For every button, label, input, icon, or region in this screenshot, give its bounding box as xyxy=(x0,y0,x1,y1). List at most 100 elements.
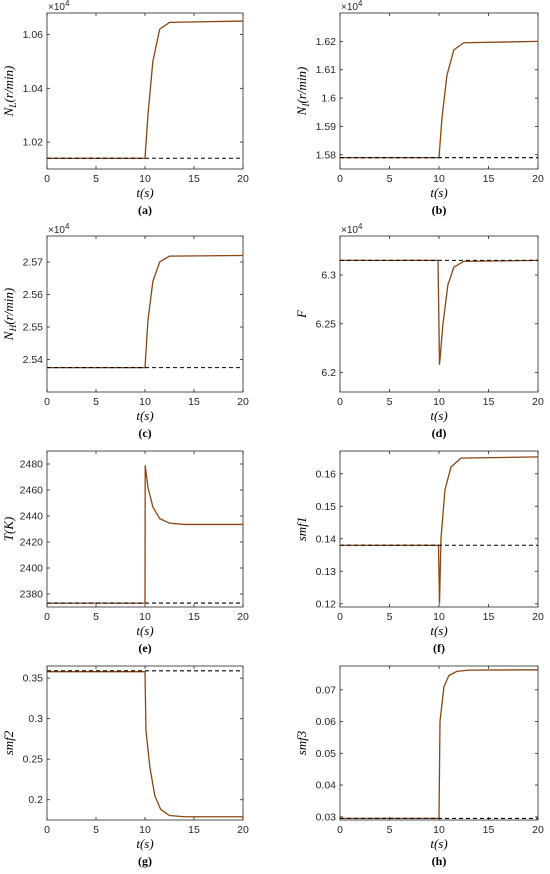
y-tick-label: 0.05 xyxy=(316,748,337,760)
x-tick-label: 10 xyxy=(139,824,151,836)
axes-box xyxy=(46,235,244,393)
response-line xyxy=(340,456,539,604)
subplot-d: 0 5 10 15 20 6.2 6.25 6.3 ×104 t(s) F (d) xyxy=(294,222,544,440)
y-axis-label: NL(r/min) xyxy=(1,66,19,118)
x-tick-label: 5 xyxy=(387,611,393,623)
x-tick-label: 10 xyxy=(433,173,445,185)
x-tick-label: 20 xyxy=(532,173,544,185)
y-tick-label: 1.58 xyxy=(316,149,337,161)
x-tick-label: 15 xyxy=(483,173,495,185)
y-tick-label: 2.57 xyxy=(23,257,44,269)
subplot-caption: (h) xyxy=(432,854,447,868)
y-tick-label: 2460 xyxy=(20,485,44,497)
subplot-caption: (e) xyxy=(138,641,151,655)
x-tick-label: 0 xyxy=(337,611,343,623)
y-axis-label: NH(r/min) xyxy=(1,288,19,341)
x-tick-label: 0 xyxy=(44,824,50,836)
y-tick-label: 0.03 xyxy=(316,811,337,823)
x-tick-label: 0 xyxy=(44,396,50,408)
y-tick-label: 0.15 xyxy=(316,501,337,513)
x-tick-label: 5 xyxy=(387,173,393,185)
x-tick-label: 5 xyxy=(387,396,393,408)
x-tick-label: 20 xyxy=(237,173,249,185)
y-tick-label: 1.02 xyxy=(23,137,44,149)
x-tick-label: 0 xyxy=(44,173,50,185)
subplot-f: 0 5 10 15 20 0.12 0.13 0.14 0.15 0.16 t(s) smf1 (f) xyxy=(294,450,544,655)
response-line xyxy=(340,669,539,820)
y-tick-label: 1.59 xyxy=(316,121,337,133)
x-axis-label: t(s) xyxy=(430,185,447,200)
y-tick-label: 2380 xyxy=(20,589,44,601)
subplot-e: 0 5 10 15 20 2380 2400 2420 2440 2460 2480 t(s) T(K)… xyxy=(1,450,249,655)
y-tick-label: 0.12 xyxy=(316,598,337,610)
x-tick-label: 15 xyxy=(188,611,200,623)
y-tick-label: 6.3 xyxy=(321,270,336,282)
x-tick-label: 10 xyxy=(139,611,151,623)
axes-box xyxy=(46,12,244,170)
y-tick-label: 0.14 xyxy=(316,533,337,545)
subplot-caption: (b) xyxy=(432,203,447,217)
response-line xyxy=(340,259,539,365)
y-tick-label: 1.61 xyxy=(316,64,337,76)
axis-multiplier: ×104 xyxy=(341,222,363,236)
x-tick-label: 5 xyxy=(93,396,99,408)
x-tick-label: 5 xyxy=(93,611,99,623)
subplot-caption: (f) xyxy=(433,641,445,655)
y-tick-label: 1.04 xyxy=(23,83,44,95)
x-tick-label: 5 xyxy=(93,173,99,185)
y-axis-label: F xyxy=(294,309,309,319)
y-tick-label: 2480 xyxy=(20,459,44,471)
subplot-c: 0 5 10 15 20 2.54 2.55 2.56 2.57 ×104 t(s) NH(r/min… xyxy=(1,222,249,440)
y-axis-label: smf2 xyxy=(1,730,16,755)
y-tick-label: 1.6 xyxy=(321,93,336,105)
x-tick-label: 20 xyxy=(237,611,249,623)
y-tick-label: 0.07 xyxy=(316,684,337,696)
y-tick-label: 6.2 xyxy=(321,367,336,379)
y-tick-label: 2420 xyxy=(20,537,44,549)
y-axis-label: smf3 xyxy=(294,730,309,755)
y-axis-label: T(K) xyxy=(1,517,16,542)
y-tick-label: 2440 xyxy=(20,511,44,523)
y-tick-label: 2.56 xyxy=(23,289,44,301)
subplot-caption: (g) xyxy=(138,854,152,868)
x-tick-label: 10 xyxy=(433,396,445,408)
x-tick-label: 20 xyxy=(532,396,544,408)
y-tick-label: 0.25 xyxy=(23,754,44,766)
x-tick-label: 5 xyxy=(387,824,393,836)
x-tick-label: 15 xyxy=(188,173,200,185)
subplot-b: 0 5 10 15 20 1.58 1.59 1.6 1.61 1.62 ×104 t(s) NI(r/… xyxy=(294,0,544,217)
axes-box xyxy=(339,12,539,170)
y-tick-label: 0.16 xyxy=(316,468,337,480)
x-axis-label: t(s) xyxy=(136,836,153,851)
axis-multiplier: ×104 xyxy=(48,0,70,13)
x-tick-label: 15 xyxy=(188,396,200,408)
y-tick-label: 0.04 xyxy=(316,780,337,792)
x-tick-label: 20 xyxy=(237,824,249,836)
x-tick-label: 20 xyxy=(532,611,544,623)
x-tick-label: 0 xyxy=(44,611,50,623)
y-tick-label: 2.55 xyxy=(23,322,44,334)
x-tick-label: 20 xyxy=(237,396,249,408)
axis-multiplier: ×104 xyxy=(341,0,363,13)
x-tick-label: 0 xyxy=(337,396,343,408)
x-axis-label: t(s) xyxy=(430,623,447,638)
x-axis-label: t(s) xyxy=(430,408,447,423)
y-tick-label: 6.25 xyxy=(316,318,337,330)
subplot-g: 0 5 10 15 20 0.2 0.25 0.3 0.35 t(s) smf2 (g) xyxy=(1,665,249,868)
x-tick-label: 0 xyxy=(337,824,343,836)
y-axis-label: NI(r/min) xyxy=(294,67,312,117)
response-line xyxy=(47,671,243,818)
y-axis-label: smf1 xyxy=(294,517,309,542)
x-tick-label: 5 xyxy=(93,824,99,836)
y-tick-label: 1.06 xyxy=(23,29,44,41)
y-tick-label: 0.35 xyxy=(23,673,44,685)
x-tick-label: 15 xyxy=(483,611,495,623)
subplot-caption: (c) xyxy=(138,426,151,440)
x-axis-label: t(s) xyxy=(136,408,153,423)
x-tick-label: 10 xyxy=(433,824,445,836)
x-axis-label: t(s) xyxy=(430,836,447,851)
x-tick-label: 0 xyxy=(337,173,343,185)
x-tick-label: 15 xyxy=(483,824,495,836)
x-tick-label: 15 xyxy=(188,824,200,836)
